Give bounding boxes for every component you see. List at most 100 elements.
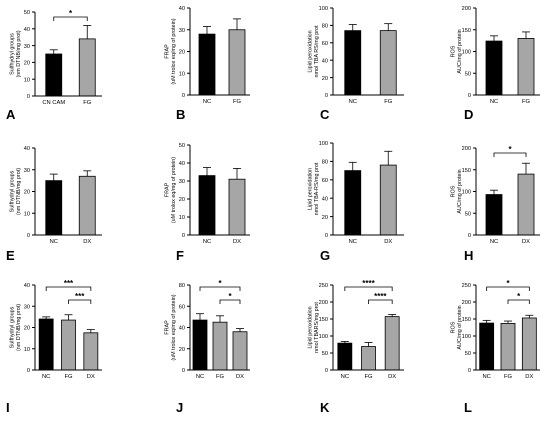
- y-tick-label: 10: [24, 347, 30, 353]
- x-tick-label: FG: [522, 99, 531, 105]
- x-tick-label: DX: [87, 374, 95, 380]
- x-tick-label: FG: [233, 99, 242, 105]
- chart-panel-k: 0 50 100 150 200 250 NC FG DX **** **** Lipid perox…: [308, 279, 404, 415]
- y-tick-label: 10: [24, 211, 30, 217]
- panel-letter: L: [464, 400, 472, 415]
- panel-letter: H: [464, 248, 473, 263]
- bar-fg: [61, 319, 76, 371]
- chart-panel-i: 0 10 20 30 40 NC FG DX ****** Sulfhydryl groups(n…: [6, 279, 102, 415]
- y-axis-label-line: Sulfhydryl groups: [10, 33, 16, 75]
- y-tick-label: 100: [319, 334, 328, 340]
- y-axis-label: FRAP(uM trolox eq/mg of protein): [165, 294, 178, 360]
- x-tick-label: DX: [388, 374, 396, 380]
- significance-bracket: [486, 286, 530, 291]
- y-tick-label: 80: [179, 283, 185, 289]
- y-axis-label-line: (nm DTNB/mg prot): [16, 304, 22, 351]
- y-tick-label: 50: [465, 211, 471, 217]
- bar-fg: [500, 323, 516, 371]
- x-tick-label: NC: [203, 239, 211, 245]
- y-tick-label: 30: [179, 28, 185, 34]
- y-tick-label: 10: [179, 71, 185, 77]
- y-tick-label: 200: [319, 300, 328, 306]
- y-axis-label-line: AUC/mg of protein: [457, 29, 463, 73]
- y-tick-label: 200: [462, 6, 471, 12]
- y-tick-label: 50: [322, 351, 328, 357]
- y-axis-label: Sulfhydryl groups(nm DTNB/mg prot): [10, 30, 23, 77]
- x-tick-label: NC: [349, 239, 357, 245]
- significance-label: *: [218, 279, 222, 288]
- y-tick-label: 100: [319, 6, 328, 12]
- x-tick-label: FG: [504, 374, 513, 380]
- bar-nc: [344, 30, 362, 96]
- y-tick-label: 100: [462, 190, 471, 196]
- bar-fg: [379, 30, 397, 96]
- y-tick-label: 40: [24, 283, 30, 289]
- bar-fg: [78, 38, 96, 97]
- y-tick-label: 100: [462, 334, 471, 340]
- y-tick-label: 50: [465, 351, 471, 357]
- significance-label: *: [69, 9, 73, 18]
- y-tick-label: 0: [182, 93, 185, 99]
- x-tick-label: DX: [522, 239, 530, 245]
- bar-fg: [361, 346, 376, 371]
- y-tick-label: 150: [462, 168, 471, 174]
- chart-panel-d: 0 50 100 150 200 NC FG ROSAUC/mg of protein D: [451, 6, 540, 122]
- y-tick-label: 100: [462, 50, 471, 56]
- bar-cn-cam: [45, 53, 63, 97]
- y-axis-label: ROSAUC/mg of protein: [451, 169, 464, 213]
- x-tick-label: FG: [83, 100, 92, 106]
- y-axis-label: FRAP(uM trolox eq/mg of protein): [165, 18, 178, 84]
- y-tick-label: 0: [325, 233, 328, 239]
- y-tick-label: 10: [24, 77, 30, 83]
- bar-dx: [83, 332, 99, 371]
- bar-nc: [479, 322, 495, 371]
- y-tick-label: 0: [468, 368, 471, 374]
- y-tick-label: 80: [322, 24, 328, 30]
- y-tick-label: 0: [182, 233, 185, 239]
- x-tick-label: CN CAM: [42, 100, 65, 106]
- bar-fg: [212, 321, 228, 371]
- y-tick-label: 0: [27, 94, 30, 100]
- y-tick-label: 0: [182, 368, 185, 374]
- bar-dx: [232, 331, 248, 371]
- chart-panel-l: 0 50 100 150 200 250 NC FG DX * * ROSAUC/mg of prot…: [451, 279, 540, 415]
- y-axis-label-line: (uM trolox eq/mg of protein): [171, 294, 177, 360]
- y-tick-label: 150: [319, 317, 328, 323]
- x-tick-label: NC: [196, 374, 204, 380]
- y-axis-label: FRAP(uM trolox eq/mg of protein): [165, 157, 178, 223]
- panel-letter: B: [176, 107, 185, 122]
- y-tick-label: 0: [468, 93, 471, 99]
- significance-label: *: [508, 145, 512, 154]
- y-axis-label-line: Sulfhydryl groups: [10, 170, 16, 212]
- y-tick-label: 20: [24, 61, 30, 67]
- bar-nc: [192, 319, 208, 371]
- y-axis-label-line: (nm DTNB/mg prot): [16, 168, 22, 215]
- y-tick-label: 200: [462, 300, 471, 306]
- y-tick-label: 0: [468, 233, 471, 239]
- x-tick-label: FG: [216, 374, 225, 380]
- y-tick-label: 150: [462, 317, 471, 323]
- y-axis-label-line: Sulfhydryl groups: [10, 306, 16, 348]
- y-tick-label: 50: [179, 143, 185, 149]
- y-axis-label-line: ROS: [451, 321, 457, 333]
- y-axis-label-line: Lipid peroxidation: [308, 168, 314, 210]
- significance-bracket: [53, 16, 88, 21]
- significance-bracket: [219, 299, 241, 304]
- y-axis-label: Lipid peroxidationnmol TBARS/mg prot: [308, 302, 321, 353]
- panel-letter: J: [176, 400, 183, 415]
- y-tick-label: 30: [179, 179, 185, 185]
- panel-letter: K: [320, 400, 330, 415]
- y-tick-label: 10: [179, 215, 185, 221]
- bar-nc: [38, 318, 54, 371]
- bar-dx: [379, 164, 397, 236]
- y-axis-label-line: FRAP: [165, 320, 171, 335]
- significance-bracket: [368, 299, 393, 304]
- y-tick-label: 250: [319, 283, 328, 289]
- y-tick-label: 100: [319, 141, 328, 147]
- y-axis-label-line: FRAP: [165, 182, 171, 197]
- x-tick-label: NC: [341, 374, 349, 380]
- y-axis-label-line: nmol TBA RS/mg prot: [314, 25, 320, 78]
- x-tick-label: NC: [490, 99, 498, 105]
- y-tick-label: 30: [24, 168, 30, 174]
